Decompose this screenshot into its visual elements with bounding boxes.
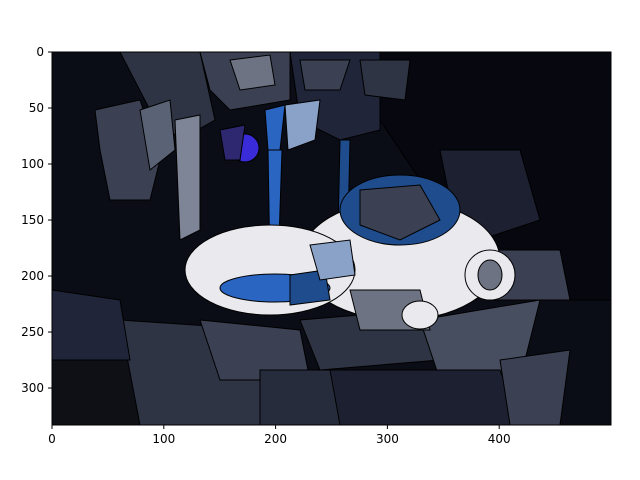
y-tick-label: 100 xyxy=(21,157,44,171)
segment xyxy=(401,300,439,330)
y-tick-label: 300 xyxy=(21,381,44,395)
segment xyxy=(309,239,356,281)
x-tick-label: 100 xyxy=(152,432,175,446)
segment xyxy=(139,99,176,171)
segment xyxy=(219,124,246,161)
segment xyxy=(499,349,571,425)
segment xyxy=(359,184,441,241)
segment xyxy=(259,369,341,425)
segment xyxy=(477,259,503,291)
y-tick-label: 0 xyxy=(36,45,44,59)
axes-frame xyxy=(51,51,612,426)
x-axis: 0 100 200 300 400 xyxy=(48,425,511,446)
x-tick-label: 300 xyxy=(376,432,399,446)
segment xyxy=(299,59,351,91)
segmented-image xyxy=(52,52,611,425)
y-tick-label: 200 xyxy=(21,269,44,283)
segment xyxy=(359,59,411,101)
segment xyxy=(319,369,521,425)
x-tick-label: 200 xyxy=(264,432,287,446)
x-tick-label: 400 xyxy=(488,432,511,446)
segment xyxy=(174,114,201,241)
segment xyxy=(229,54,276,91)
x-tick-label: 0 xyxy=(48,432,56,446)
y-tick-label: 50 xyxy=(29,101,44,115)
y-axis: 0 50 100 150 200 250 300 xyxy=(21,45,52,395)
segment xyxy=(52,289,131,361)
y-tick-label: 150 xyxy=(21,213,44,227)
y-tick-label: 250 xyxy=(21,325,44,339)
segment xyxy=(284,99,321,151)
